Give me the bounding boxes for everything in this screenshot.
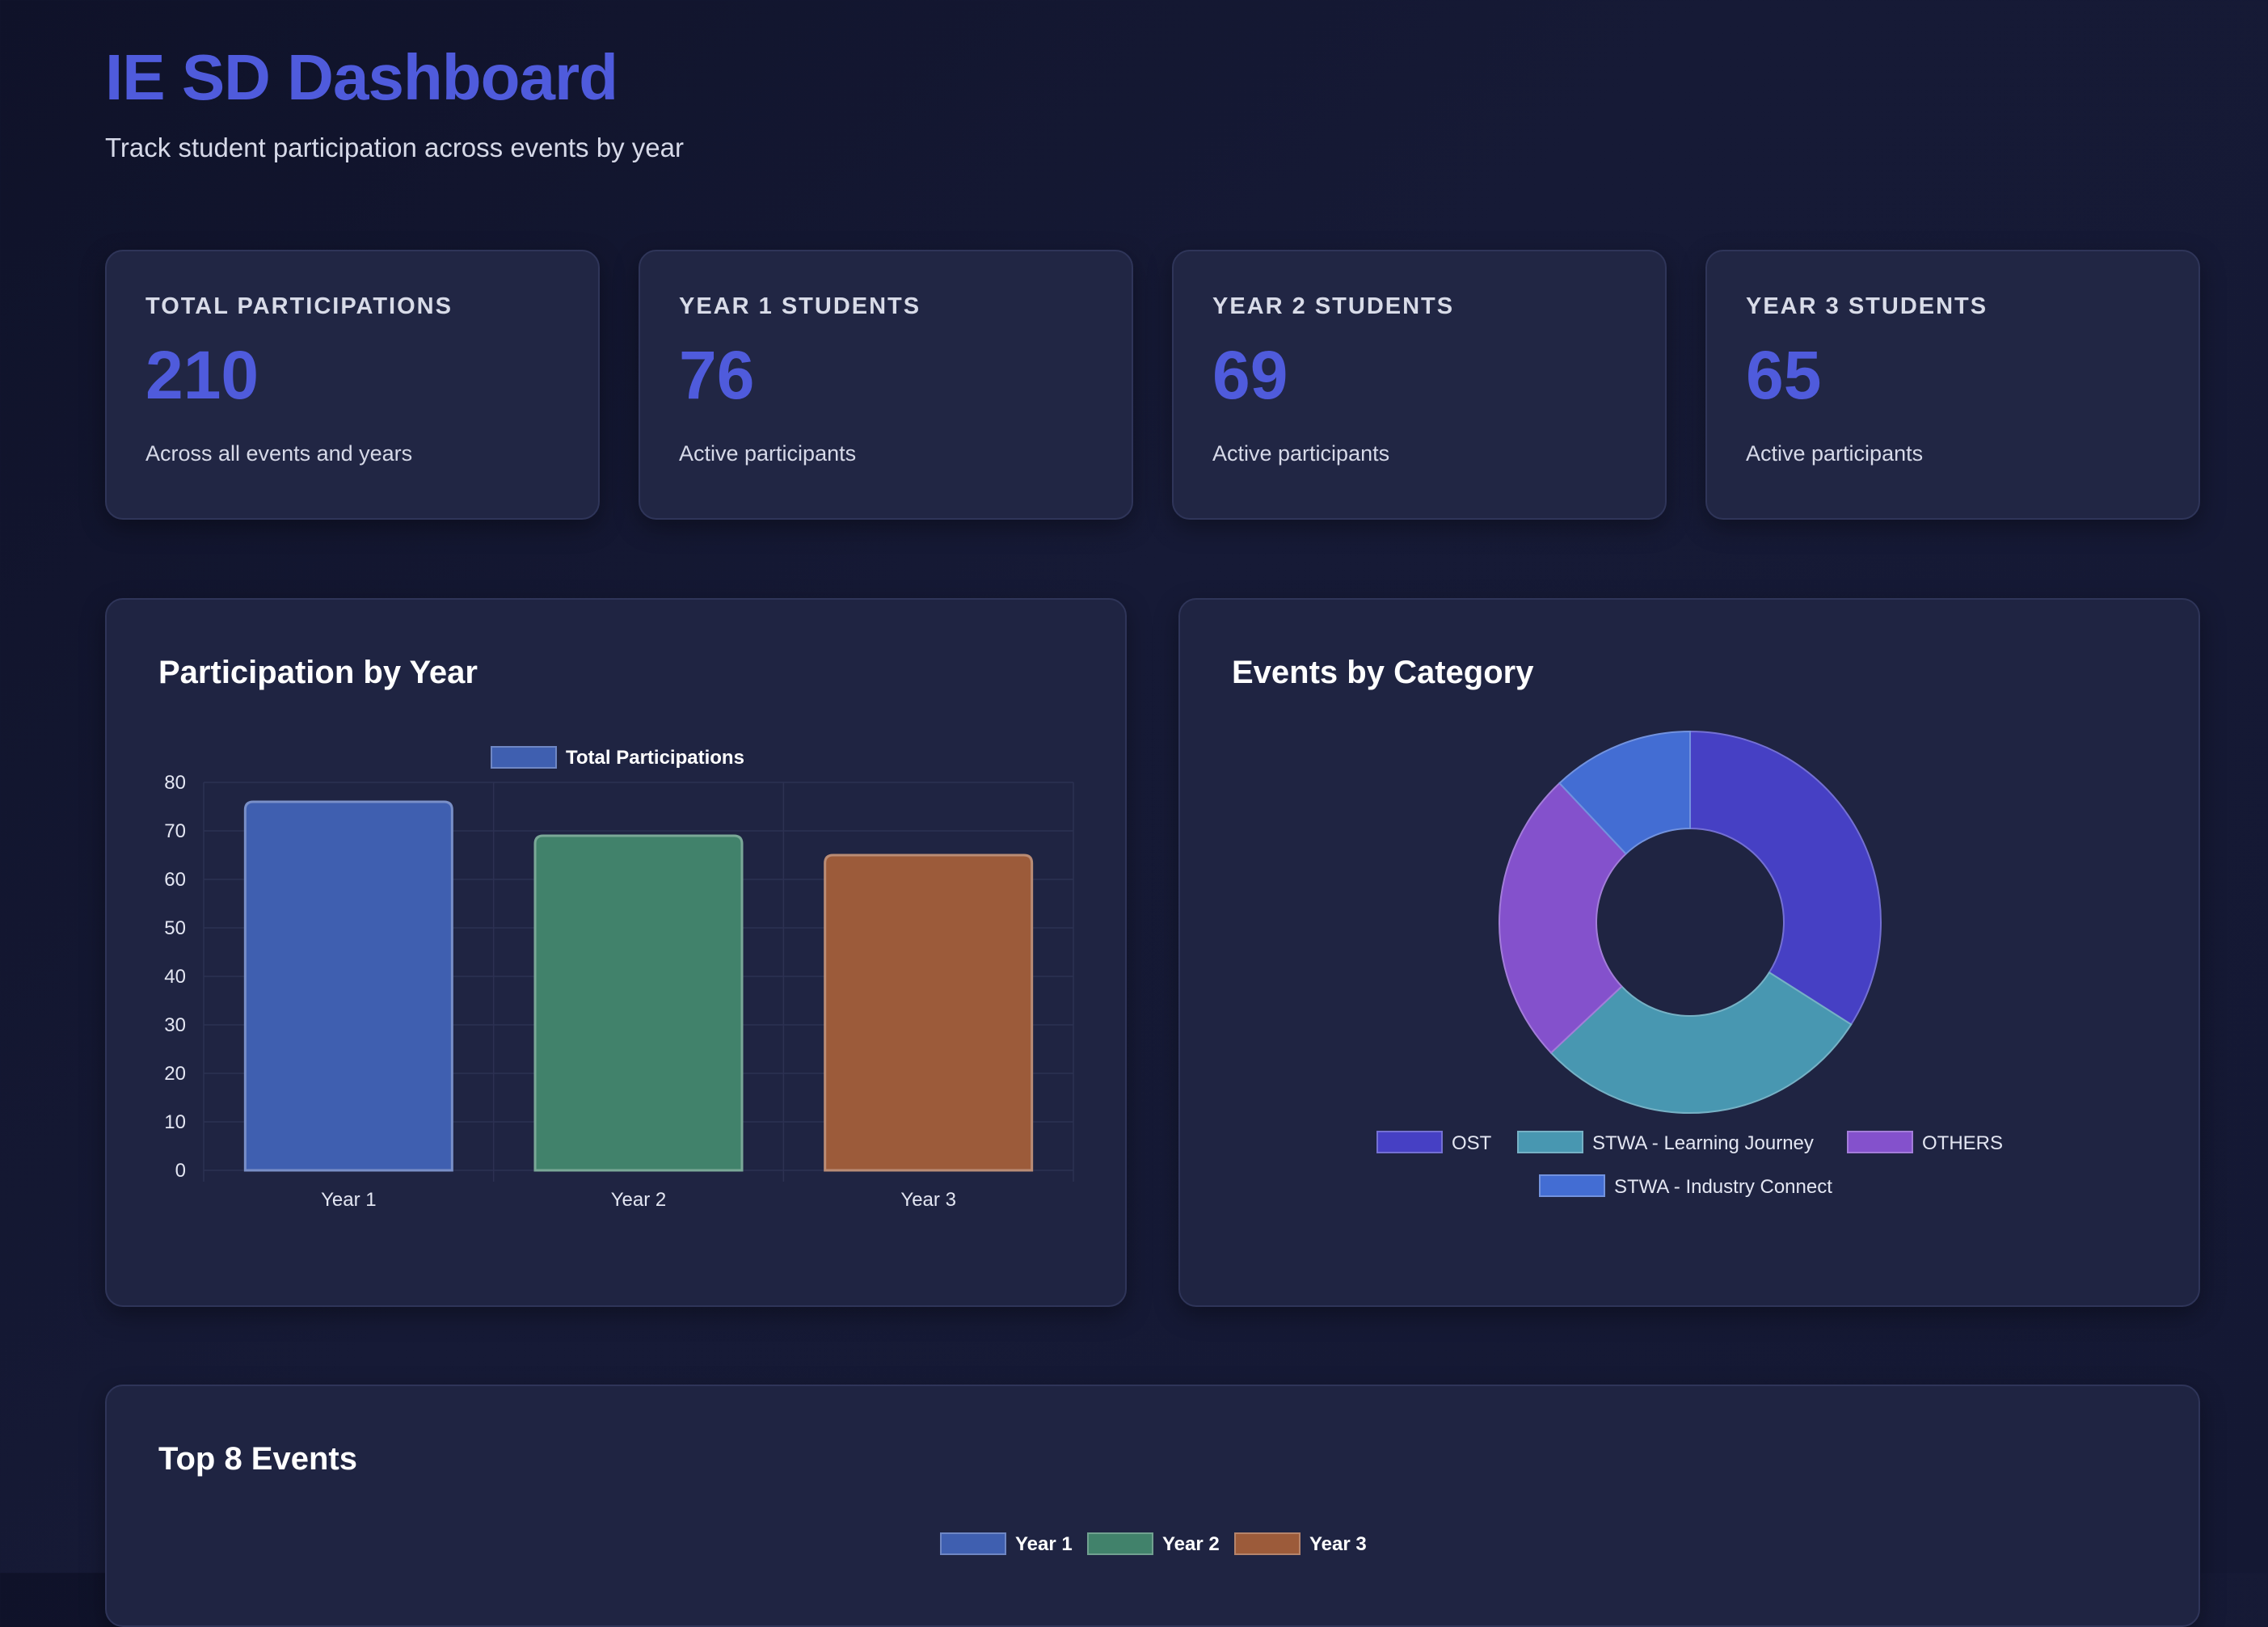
legend-label: Year 3 xyxy=(1309,1533,1367,1555)
legend-label: Total Participations xyxy=(566,747,744,769)
legend-swatch xyxy=(1847,1131,1913,1153)
bar-year-3[interactable] xyxy=(824,854,1034,1172)
events-by-category-panel: Events by Category OST STWA - Learning Jo… xyxy=(1178,598,2200,1307)
page-title: IE SD Dashboard xyxy=(105,41,618,113)
x-tick-label: Year 2 xyxy=(611,1189,667,1211)
top-events-panel: Top 8 Events Year 1 Year 2 Year 3 xyxy=(105,1385,2200,1627)
y-tick-label: 0 xyxy=(175,1160,186,1182)
stat-label: YEAR 2 STUDENTS xyxy=(1212,293,1455,319)
legend-label: OST xyxy=(1452,1132,1492,1154)
panel-title: Events by Category xyxy=(1232,655,1534,690)
legend-item[interactable]: Year 3 xyxy=(1234,1532,1367,1555)
legend-swatch xyxy=(940,1532,1006,1555)
y-tick-label: 60 xyxy=(164,869,186,891)
y-tick-label: 30 xyxy=(164,1014,186,1036)
legend-item[interactable]: OST xyxy=(1376,1131,1492,1154)
legend-swatch xyxy=(1517,1131,1583,1153)
stat-value: 69 xyxy=(1212,337,1288,413)
y-tick-label: 40 xyxy=(164,966,186,988)
bar-year-2[interactable] xyxy=(533,834,744,1172)
panel-title: Participation by Year xyxy=(158,655,478,690)
participation-by-year-panel: Participation by Year Total Participatio… xyxy=(105,598,1127,1307)
y-tick-label: 70 xyxy=(164,820,186,842)
legend-label: Year 1 xyxy=(1015,1533,1073,1555)
legend-label: Year 2 xyxy=(1162,1533,1220,1555)
category-donut-chart: OST STWA - Learning Journey OTHERS STWA - I… xyxy=(1376,730,2003,1198)
legend-label: STWA - Industry Connect xyxy=(1614,1176,1832,1198)
legend-label: STWA - Learning Journey xyxy=(1592,1132,1814,1154)
legend-swatch xyxy=(1539,1174,1605,1197)
stat-label: TOTAL PARTICIPATIONS xyxy=(145,293,453,319)
page-header: IE SD Dashboard Track student participat… xyxy=(105,40,684,163)
legend-swatch xyxy=(1087,1532,1153,1555)
panel-title: Top 8 Events xyxy=(158,1441,357,1477)
stat-card-year2: YEAR 2 STUDENTS 69 Active participants xyxy=(1172,250,1667,520)
bar-year-1[interactable] xyxy=(243,800,453,1172)
chart-legend[interactable]: Total Participations xyxy=(491,746,744,769)
stat-card-total: TOTAL PARTICIPATIONS 210 Across all even… xyxy=(105,250,600,520)
page-subtitle: Track student participation across event… xyxy=(105,133,684,162)
stat-value: 76 xyxy=(679,337,755,413)
legend-swatch xyxy=(1376,1131,1443,1153)
stat-label: YEAR 1 STUDENTS xyxy=(679,293,921,319)
stat-label: YEAR 3 STUDENTS xyxy=(1746,293,1988,319)
participation-bar-chart: Total Participations 0 10 20 30 40 50 60 70 80 Yea… xyxy=(164,746,1074,1211)
x-tick-label: Year 3 xyxy=(900,1189,956,1211)
legend-item[interactable]: Year 2 xyxy=(1087,1532,1220,1555)
stat-description: Active participants xyxy=(679,441,857,466)
y-tick-label: 10 xyxy=(164,1111,186,1133)
y-tick-label: 20 xyxy=(164,1063,186,1085)
legend-item[interactable]: STWA - Industry Connect xyxy=(1539,1174,1832,1198)
slice-stwa-industry-connect[interactable] xyxy=(1558,730,1691,855)
stat-description: Active participants xyxy=(1212,441,1390,466)
legend-item[interactable]: Year 1 xyxy=(940,1532,1073,1555)
stats-row: TOTAL PARTICIPATIONS 210 Across all even… xyxy=(105,250,2200,520)
stat-value: 210 xyxy=(145,337,259,413)
legend-label: OTHERS xyxy=(1922,1132,2003,1154)
legend-item[interactable]: STWA - Learning Journey xyxy=(1517,1131,1814,1154)
x-tick-label: Year 1 xyxy=(321,1189,377,1211)
slice-ost[interactable] xyxy=(1689,730,1882,1026)
legend-swatch xyxy=(491,746,557,769)
legend-swatch xyxy=(1234,1532,1301,1555)
stat-description: Across all events and years xyxy=(145,441,413,466)
stat-card-year3: YEAR 3 STUDENTS 65 Active participants xyxy=(1705,250,2200,520)
y-tick-label: 50 xyxy=(164,917,186,939)
slice-others[interactable] xyxy=(1499,782,1628,1054)
stat-value: 65 xyxy=(1746,337,1822,413)
stat-description: Active participants xyxy=(1746,441,1924,466)
stat-card-year1: YEAR 1 STUDENTS 76 Active participants xyxy=(639,250,1133,520)
slice-stwa-learning-journey[interactable] xyxy=(1549,971,1853,1114)
y-tick-label: 80 xyxy=(164,772,186,794)
top-events-chart: Year 1 Year 2 Year 3 xyxy=(940,1532,1367,1555)
legend-item[interactable]: OTHERS xyxy=(1847,1131,2003,1154)
